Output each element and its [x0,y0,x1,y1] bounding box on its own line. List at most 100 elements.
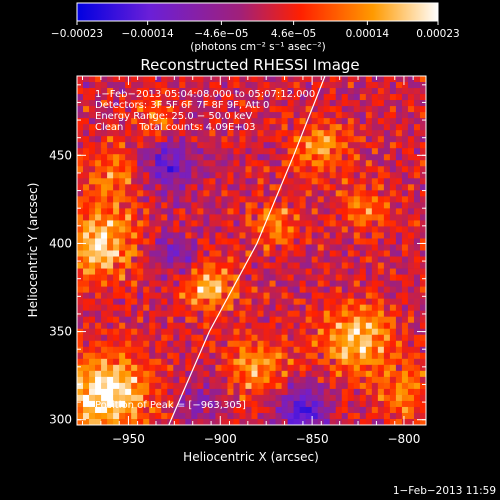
heatmap-cell [191,184,198,191]
heatmap-cell [191,292,198,300]
annotation-peak-position: Position of Peak = [−963,305] [95,400,246,411]
heatmap-cell [155,82,162,89]
heatmap-cell [245,226,252,233]
heatmap-cell [89,232,96,239]
heatmap-cell [341,286,349,294]
heatmap-cell [107,352,114,360]
heatmap-cell [293,340,301,348]
heatmap-cell [203,322,210,330]
heatmap-cell [125,346,132,354]
heatmap-cell [185,292,192,300]
heatmap-cell [317,196,325,203]
heatmap-cell [419,256,426,263]
heatmap-cell [299,274,307,281]
heatmap-cell [125,292,132,300]
heatmap-cell [413,322,421,330]
heatmap-cell [101,226,108,233]
heatmap-cell [311,256,319,263]
heatmap-cell [407,418,415,425]
heatmap-cell [377,184,385,191]
heatmap-cell [359,280,367,288]
heatmap-cell [275,268,282,275]
heatmap-cell [245,232,252,239]
heatmap-cell [401,322,409,330]
heatmap-cell [317,340,325,348]
heatmap-cell [143,364,150,372]
heatmap-cell [359,346,367,354]
heatmap-cell [371,208,379,215]
heatmap-cell [227,190,234,197]
heatmap-cell [317,388,325,396]
heatmap-cell [89,82,96,89]
heatmap-cell [269,190,276,197]
heatmap-cell [365,298,373,306]
heatmap-cell [173,148,180,155]
heatmap-cell [257,94,264,101]
heatmap-cell [161,118,168,125]
heatmap-cell [329,106,337,113]
heatmap-cell [257,316,264,324]
heatmap-cell [263,304,270,312]
heatmap-cell [131,352,138,360]
heatmap-cell [113,376,120,384]
heatmap-cell [245,214,252,221]
x-tick-label: −850 [296,432,329,446]
heatmap-cell [149,232,156,239]
heatmap-cell [167,196,174,203]
heatmap-cell [281,406,289,414]
heatmap-cell [395,82,403,89]
heatmap-cell [299,250,307,257]
heatmap-cell [137,250,144,257]
heatmap-cell [257,202,264,209]
heatmap-cell [383,100,391,107]
heatmap-cell [155,310,162,318]
heatmap-cell [299,412,307,420]
heatmap-cell [413,364,421,372]
heatmap-cell [161,136,168,143]
heatmap-cell [119,196,126,203]
heatmap-cell [221,244,228,251]
heatmap-cell [77,184,84,191]
heatmap-cell [137,304,144,312]
heatmap-cell [419,316,426,324]
heatmap-cell [227,316,234,324]
heatmap-cell [173,268,180,275]
heatmap-cell [155,220,162,227]
heatmap-cell [203,214,210,221]
heatmap-cell [419,226,426,233]
heatmap-cell [89,136,96,143]
heatmap-cell [329,226,337,233]
heatmap-cell [311,316,319,324]
heatmap-cell [215,208,222,215]
heatmap-cell [77,166,84,173]
heatmap-cell [83,130,90,137]
heatmap-cell [167,358,174,366]
heatmap-cell [221,232,228,239]
heatmap-cell [323,130,331,137]
heatmap-cell [365,100,373,107]
heatmap-cell [257,400,264,408]
heatmap-cell [245,250,252,257]
heatmap-cell [101,208,108,215]
heatmap-cell [407,328,415,336]
heatmap-cell [269,262,276,269]
heatmap-cell [209,244,216,251]
heatmap-cell [305,292,313,300]
heatmap-cell [197,286,204,294]
heatmap-cell [263,274,270,281]
heatmap-cell [239,220,246,227]
heatmap-cell [179,142,186,149]
heatmap-cell [305,178,313,185]
heatmap-cell [413,124,421,131]
heatmap-cell [161,232,168,239]
heatmap-cell [155,190,162,197]
heatmap-cell [95,340,102,348]
heatmap-cell [149,370,156,378]
heatmap-cell [257,118,264,125]
heatmap-cell [107,268,114,275]
heatmap-cell [329,190,337,197]
heatmap-cell [191,226,198,233]
heatmap-cell [215,262,222,269]
heatmap-cell [305,76,313,83]
heatmap-cell [377,178,385,185]
